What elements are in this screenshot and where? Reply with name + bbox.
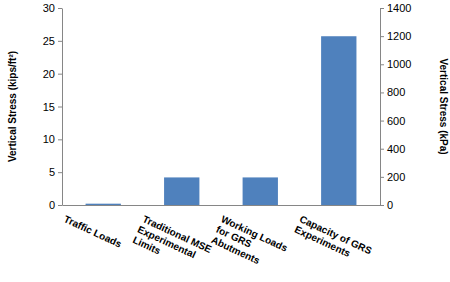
category-label: Traditional MSEExperimentalLimits — [131, 213, 214, 276]
category-label-line: Limits — [131, 234, 163, 257]
tick-mark — [380, 149, 384, 150]
category-label: Traffic Loads — [62, 213, 123, 249]
tick: 400 — [380, 143, 405, 155]
tick-label: 200 — [387, 171, 405, 183]
tick-mark — [380, 177, 384, 178]
tick-label: 0 — [387, 199, 393, 211]
tick-mark — [380, 92, 384, 93]
tick-mark — [58, 74, 62, 75]
tick: 200 — [380, 171, 405, 183]
tick-mark — [380, 8, 384, 9]
tick: 1000 — [380, 58, 411, 70]
tick: Capacity of GRSExperiments — [293, 213, 374, 267]
tick: 20 — [43, 68, 62, 80]
tick-label: 1400 — [387, 2, 411, 14]
tick: 0 — [380, 199, 393, 211]
tick-mark — [58, 139, 62, 140]
tick-label: 1200 — [387, 30, 411, 42]
tick: 600 — [380, 115, 405, 127]
chart-svg: 0 5 10 15 20 25 30 0 200 400 600 800 1000 1200 1400 Tra… — [0, 0, 450, 282]
tick-label: 20 — [43, 68, 55, 80]
bars — [86, 36, 357, 205]
axis-line — [380, 9, 381, 206]
tick-label: 30 — [43, 2, 55, 14]
tick-mark — [380, 205, 384, 206]
tick-label: 1000 — [387, 58, 411, 70]
tick: 800 — [380, 86, 405, 98]
tick: 10 — [43, 133, 62, 145]
category-label-line: Traffic Loads — [62, 213, 123, 249]
tick: 15 — [43, 101, 62, 113]
tick: Traditional MSEExperimentalLimits — [131, 213, 214, 276]
tick-label: 600 — [387, 115, 405, 127]
y-axis-title: Vertical Stress (kips/ft²) — [7, 51, 18, 162]
chart-container: 0 5 10 15 20 25 30 0 200 400 600 800 1000 1200 1400 Tra… — [0, 0, 450, 282]
y-axis: 0 5 10 15 20 25 30 — [43, 2, 63, 211]
tick-mark — [58, 8, 62, 9]
axis-line — [63, 205, 381, 206]
tick-label: 10 — [43, 133, 55, 145]
tick: 5 — [49, 166, 62, 178]
tick: Traffic Loads — [62, 213, 123, 249]
tick-label: 800 — [387, 86, 405, 98]
category-label-line: Experiments — [293, 224, 352, 260]
plot: 0 5 10 15 20 25 30 0 200 400 600 800 1000 1200 1400 Tra… — [43, 2, 412, 276]
tick-mark — [58, 205, 62, 206]
tick-mark — [58, 172, 62, 173]
tick-label: 5 — [49, 166, 55, 178]
bar — [164, 177, 199, 205]
tick: 30 — [43, 2, 62, 14]
tick-mark — [58, 41, 62, 42]
tick-label: 15 — [43, 101, 55, 113]
y2-axis-title: Vertical Stress (kPa) — [438, 58, 449, 154]
tick-label: 25 — [43, 35, 55, 47]
tick: 1200 — [380, 30, 411, 42]
bar — [86, 204, 121, 205]
axis-line — [62, 9, 63, 206]
category-label-line: Abutments — [210, 234, 262, 266]
tick-mark — [380, 64, 384, 65]
x-axis: Traffic LoadsTraditional MSEExperimental… — [62, 206, 380, 276]
tick: 25 — [43, 35, 62, 47]
bar — [243, 177, 278, 205]
y2-axis: 0 200 400 600 800 1000 1200 1400 — [380, 2, 411, 211]
tick-label: 0 — [49, 199, 55, 211]
tick-mark — [380, 36, 384, 37]
tick-mark — [58, 107, 62, 108]
tick-mark — [380, 121, 384, 122]
category-label: Capacity of GRSExperiments — [293, 213, 374, 267]
tick-label: 400 — [387, 143, 405, 155]
category-label: Working Loadsfor GRSAbutments — [210, 213, 290, 274]
bar — [321, 36, 356, 205]
tick: 0 — [49, 199, 62, 211]
tick: Working Loadsfor GRSAbutments — [210, 213, 290, 274]
tick: 1400 — [380, 2, 411, 14]
